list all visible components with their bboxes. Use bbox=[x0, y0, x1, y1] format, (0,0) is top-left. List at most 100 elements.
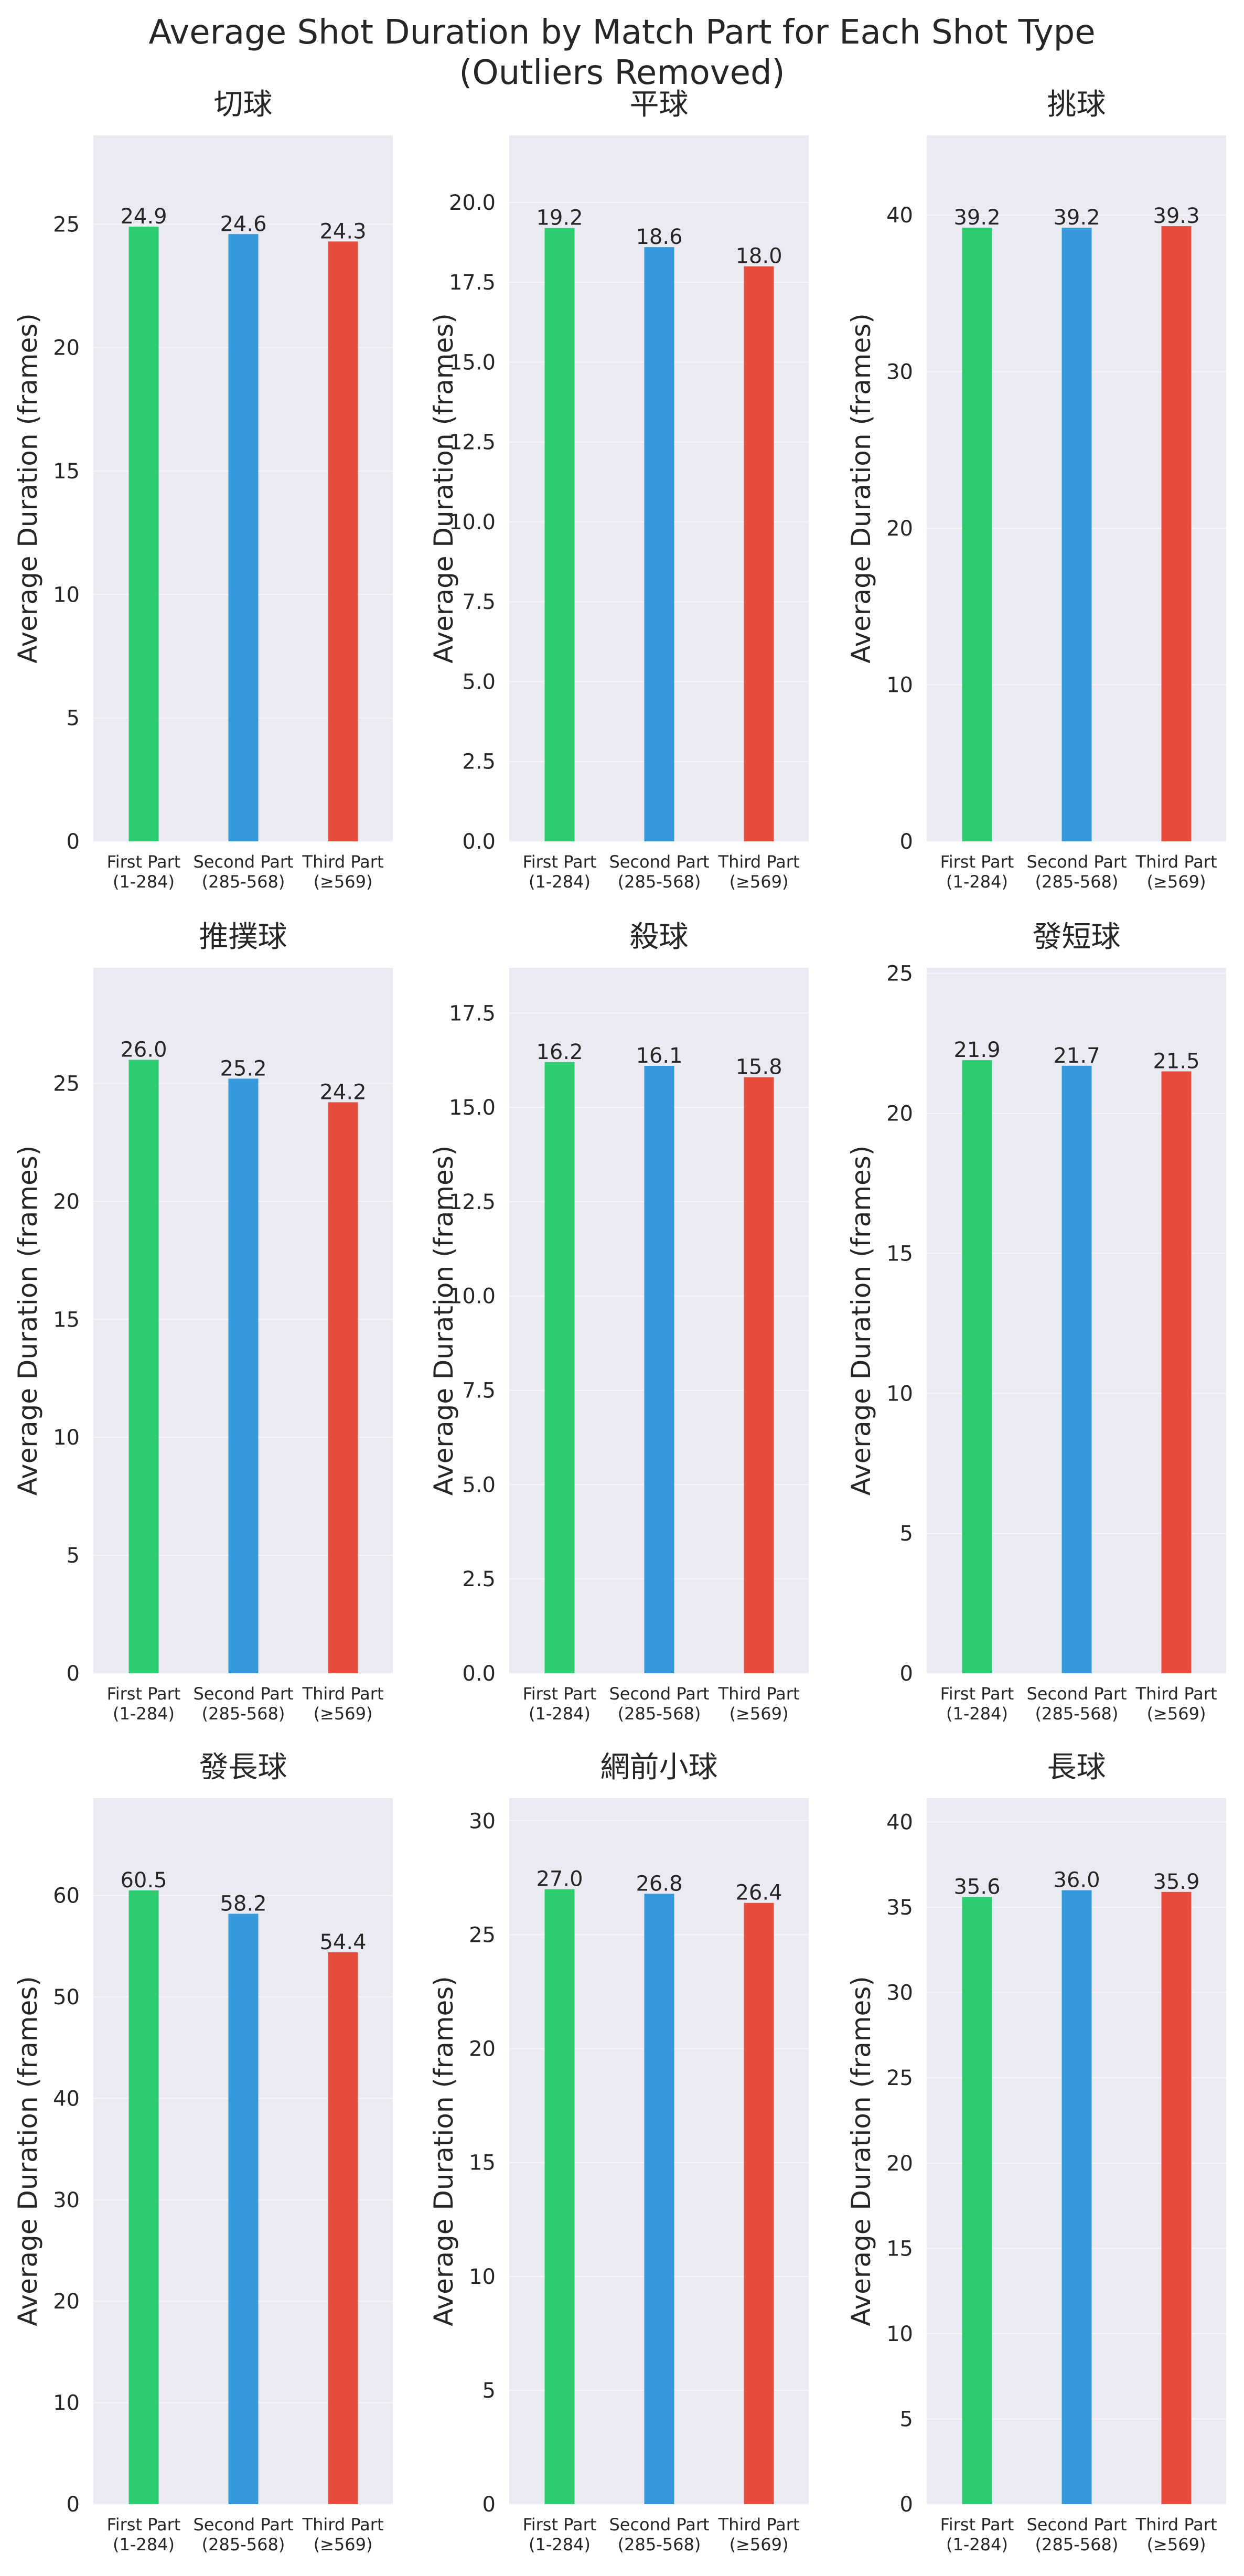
y-tick-label: 40 bbox=[53, 2087, 80, 2111]
y-tick-label: 0 bbox=[67, 830, 80, 854]
panel-4: 0 5 10 15 20 25 26.0 First Part (1-284) 25.2 Secon… bbox=[13, 920, 393, 1724]
data-label: 58.2 bbox=[220, 1891, 266, 1916]
bar bbox=[228, 234, 259, 842]
y-tick-label: 30 bbox=[53, 2188, 80, 2212]
x-tick-label: Second Part (285-568) bbox=[609, 852, 709, 892]
panel-title: 發短球 bbox=[1033, 920, 1121, 954]
data-label: 35.9 bbox=[1153, 1870, 1199, 1894]
bar bbox=[744, 1077, 774, 1673]
panel-2: 0.0 2.5 5.0 7.5 10.0 12.5 15.0 17.5 20.0 19.2 Firs… bbox=[428, 88, 809, 892]
x-tick-label: Third Part (≥569) bbox=[1135, 1684, 1217, 1724]
bar bbox=[1061, 228, 1092, 842]
y-tick-label: 5 bbox=[900, 2407, 913, 2431]
data-label: 16.1 bbox=[636, 1044, 682, 1068]
y-tick-label: 20.0 bbox=[449, 191, 496, 215]
data-label: 21.7 bbox=[1053, 1044, 1100, 1068]
y-tick-label: 60 bbox=[53, 1884, 80, 1908]
y-tick-label: 12.5 bbox=[449, 431, 496, 455]
y-tick-label: 10 bbox=[469, 2265, 496, 2289]
panel-title: 挑球 bbox=[1047, 88, 1106, 122]
bar bbox=[962, 1897, 992, 2504]
y-tick-label: 50 bbox=[53, 1985, 80, 2010]
x-tick-label: First Part (1-284) bbox=[940, 2515, 1014, 2554]
x-tick-label: Second Part (285-568) bbox=[193, 1684, 293, 1724]
x-tick-label: First Part (1-284) bbox=[523, 2515, 597, 2554]
y-axis-label: Average Duration (frames) bbox=[428, 313, 459, 664]
data-label: 54.4 bbox=[319, 1930, 366, 1954]
x-tick-label: First Part (1-284) bbox=[107, 2515, 181, 2554]
y-tick-label: 25 bbox=[53, 212, 80, 237]
x-tick-label: Third Part (≥569) bbox=[302, 2515, 384, 2554]
x-tick-label: Third Part (≥569) bbox=[1135, 852, 1217, 892]
data-label: 24.2 bbox=[319, 1080, 366, 1104]
y-tick-label: 30 bbox=[469, 1809, 496, 1833]
bar bbox=[128, 1890, 159, 2504]
panel-9: 0 5 10 15 20 25 30 35 40 35.6 First Part (1-284) 36.… bbox=[846, 1750, 1226, 2554]
bar bbox=[1161, 1071, 1192, 1673]
bar bbox=[1161, 226, 1192, 841]
bar bbox=[328, 1952, 358, 2504]
data-label: 25.2 bbox=[220, 1056, 266, 1081]
data-label: 26.8 bbox=[636, 1872, 682, 1896]
data-label: 39.2 bbox=[953, 206, 1000, 230]
x-tick-label: Third Part (≥569) bbox=[1135, 2515, 1217, 2554]
figure-title-line2: (Outliers Removed) bbox=[459, 54, 785, 92]
y-tick-label: 20 bbox=[886, 517, 913, 541]
bar bbox=[544, 1062, 575, 1673]
data-label: 26.0 bbox=[120, 1038, 167, 1062]
data-label: 24.3 bbox=[319, 219, 366, 243]
data-label: 18.0 bbox=[735, 244, 782, 269]
y-tick-label: 0 bbox=[67, 1662, 80, 1686]
x-tick-label: Second Part (285-568) bbox=[193, 852, 293, 892]
bar bbox=[1061, 1065, 1092, 1673]
y-tick-label: 25 bbox=[53, 1072, 80, 1096]
y-tick-label: 2.5 bbox=[462, 1567, 496, 1591]
bar bbox=[128, 1060, 159, 1673]
y-tick-label: 15 bbox=[53, 1308, 80, 1332]
y-tick-label: 20 bbox=[53, 1190, 80, 1214]
y-tick-label: 12.5 bbox=[449, 1190, 496, 1214]
y-tick-label: 7.5 bbox=[462, 590, 496, 614]
x-tick-label: First Part (1-284) bbox=[523, 852, 597, 892]
y-axis-label: Average Duration (frames) bbox=[846, 1146, 876, 1496]
y-tick-label: 40 bbox=[886, 1811, 913, 1835]
panel-title: 平球 bbox=[630, 88, 689, 122]
y-tick-label: 15 bbox=[53, 459, 80, 484]
y-tick-label: 0 bbox=[900, 2493, 913, 2517]
data-label: 36.0 bbox=[1053, 1868, 1100, 1893]
y-tick-label: 5 bbox=[67, 1544, 80, 1568]
bar bbox=[328, 241, 358, 842]
y-tick-label: 0.0 bbox=[462, 1662, 496, 1686]
x-tick-label: First Part (1-284) bbox=[940, 852, 1014, 892]
bar bbox=[744, 1902, 774, 2504]
data-label: 18.6 bbox=[636, 225, 682, 249]
y-tick-label: 5.0 bbox=[462, 670, 496, 694]
bar bbox=[644, 247, 674, 841]
y-tick-label: 10 bbox=[53, 583, 80, 607]
x-tick-label: First Part (1-284) bbox=[107, 1684, 181, 1724]
bar bbox=[644, 1066, 674, 1673]
x-tick-label: Second Part (285-568) bbox=[1026, 2515, 1127, 2554]
y-tick-label: 20 bbox=[886, 2152, 913, 2176]
y-tick-label: 35 bbox=[886, 1896, 913, 1920]
y-axis-label: Average Duration (frames) bbox=[846, 313, 876, 664]
y-tick-label: 0.0 bbox=[462, 830, 496, 854]
data-label: 60.5 bbox=[120, 1868, 167, 1893]
y-tick-label: 25 bbox=[886, 962, 913, 986]
y-tick-label: 15.0 bbox=[449, 1096, 496, 1120]
panel-8: 0 5 10 15 20 25 30 27.0 First Part (1-284) 26.8 Sec… bbox=[428, 1750, 809, 2554]
x-tick-label: Second Part (285-568) bbox=[1026, 1684, 1127, 1724]
x-tick-label: Second Part (285-568) bbox=[193, 2515, 293, 2554]
data-label: 21.5 bbox=[1153, 1049, 1199, 1073]
y-tick-label: 10 bbox=[53, 2391, 80, 2415]
y-tick-label: 25 bbox=[886, 2066, 913, 2090]
bar bbox=[962, 1060, 992, 1673]
y-tick-label: 15 bbox=[469, 2151, 496, 2175]
y-tick-label: 17.5 bbox=[449, 271, 496, 295]
y-tick-label: 15 bbox=[886, 1242, 913, 1266]
data-label: 24.9 bbox=[120, 205, 167, 229]
y-tick-label: 40 bbox=[886, 204, 913, 228]
panel-title: 推撲球 bbox=[199, 920, 287, 954]
y-tick-label: 10 bbox=[886, 1382, 913, 1406]
y-axis-label: Average Duration (frames) bbox=[846, 1976, 876, 2326]
